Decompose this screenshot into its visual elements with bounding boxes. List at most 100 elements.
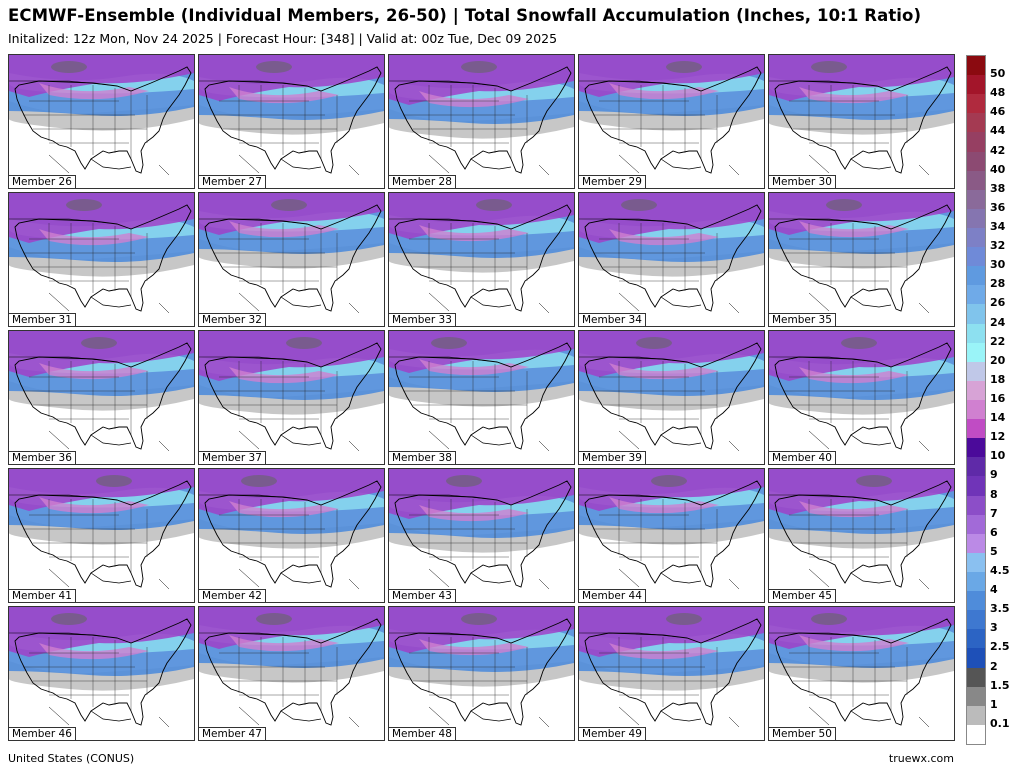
member-label: Member 47 (199, 727, 266, 740)
legend-swatch (967, 228, 985, 248)
legend-swatch (967, 151, 985, 172)
member-label: Member 33 (389, 313, 456, 326)
map-subtitle: Initalized: 12z Mon, Nov 24 2025 | Forec… (8, 31, 558, 46)
legend-swatch (967, 476, 985, 497)
snowfall-map (389, 331, 574, 452)
legend-label: 3.5 (990, 602, 1010, 616)
legend-swatch (967, 323, 985, 344)
legend-label: 34 (990, 220, 1006, 233)
member-label: Member 30 (769, 175, 836, 188)
region-label: United States (CONUS) (8, 752, 135, 765)
legend-label: 12 (990, 430, 1006, 444)
legend-label: 3 (990, 621, 998, 635)
snowfall-map (199, 469, 384, 590)
snowfall-map (199, 331, 384, 452)
member-label: Member 48 (389, 727, 456, 740)
member-panel: Member 36 (8, 330, 195, 465)
member-panel: Member 34 (578, 192, 765, 327)
member-panel: Member 42 (198, 468, 385, 603)
legend-swatch (967, 285, 985, 305)
legend-swatch (967, 380, 985, 401)
member-label: Member 39 (579, 451, 646, 464)
member-panel: Member 47 (198, 606, 385, 741)
legend-swatch (967, 533, 985, 554)
legend-label: 44 (990, 124, 1006, 138)
legend-label: 48 (990, 86, 1006, 100)
legend-label: 20 (990, 353, 1006, 367)
member-label: Member 32 (199, 313, 266, 326)
member-panel: Member 26 (8, 54, 195, 189)
legend-swatch (967, 170, 985, 191)
legend-label: 30 (990, 258, 1006, 272)
member-label: Member 45 (769, 589, 836, 602)
legend-label: 16 (990, 392, 1006, 405)
legend-label: 38 (990, 181, 1006, 195)
member-label: Member 29 (579, 175, 646, 188)
snowfall-map (579, 607, 764, 728)
snowfall-map (389, 193, 574, 314)
legend-label: 0.1 (990, 716, 1010, 730)
legend-label: 2 (990, 659, 998, 673)
member-panel: Member 45 (768, 468, 955, 603)
legend-label: 7 (990, 506, 998, 520)
member-panel: Member 44 (578, 468, 765, 603)
legend-swatch (967, 94, 985, 114)
member-label: Member 27 (199, 175, 266, 188)
legend-label: 18 (990, 372, 1006, 386)
snowfall-map (199, 607, 384, 728)
snowfall-map (199, 193, 384, 314)
member-panel: Member 32 (198, 192, 385, 327)
legend-label: 28 (990, 277, 1006, 291)
snowfall-map (579, 469, 764, 590)
snowfall-map (769, 193, 954, 314)
legend-label: 32 (990, 239, 1006, 253)
member-label: Member 41 (9, 589, 76, 602)
member-label: Member 34 (579, 313, 646, 326)
member-label: Member 36 (9, 451, 76, 464)
legend-label: 1.5 (990, 678, 1010, 692)
member-panel: Member 27 (198, 54, 385, 189)
member-panel: Member 40 (768, 330, 955, 465)
legend-label: 24 (990, 315, 1006, 329)
legend-swatch (967, 610, 985, 630)
legend-swatch (967, 686, 985, 707)
snowfall-map (9, 193, 194, 314)
member-panel: Member 35 (768, 192, 955, 327)
member-label: Member 28 (389, 175, 456, 188)
member-label: Member 44 (579, 589, 646, 602)
legend-swatch (967, 629, 985, 649)
snowfall-map (579, 193, 764, 314)
legend-swatch (967, 75, 985, 95)
snowfall-map (769, 331, 954, 452)
legend-label: 46 (990, 105, 1006, 119)
legend-swatch (967, 572, 985, 592)
member-label: Member 46 (9, 727, 76, 740)
legend-swatch (967, 132, 985, 153)
snowfall-map (9, 607, 194, 728)
member-panel: Member 30 (768, 54, 955, 189)
legend-swatch (967, 266, 985, 286)
member-label: Member 37 (199, 451, 266, 464)
member-panel: Member 48 (388, 606, 575, 741)
legend-label: 1 (990, 697, 998, 711)
legend-swatch (967, 342, 985, 363)
legend-swatch (967, 591, 985, 611)
legend-label: 8 (990, 487, 998, 501)
legend-label: 22 (990, 334, 1006, 348)
legend-label: 2.5 (990, 640, 1010, 654)
color-legend (966, 55, 986, 745)
legend-swatch (967, 457, 985, 477)
legend-swatch (967, 113, 985, 133)
legend-label: 14 (990, 411, 1006, 425)
member-label: Member 43 (389, 589, 456, 602)
legend-swatch (967, 724, 985, 745)
legend-swatch (967, 552, 985, 573)
member-label: Member 49 (579, 727, 646, 740)
legend-swatch (967, 495, 985, 516)
legend-swatch (967, 438, 985, 458)
legend-swatch (967, 208, 985, 229)
legend-swatch (967, 304, 985, 325)
snowfall-map (389, 607, 574, 728)
member-panel: Member 46 (8, 606, 195, 741)
legend-label: 4.5 (990, 564, 1010, 577)
